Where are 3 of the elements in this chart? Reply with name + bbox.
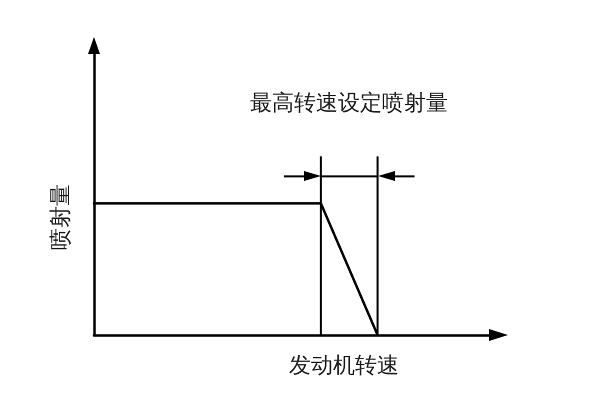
y-axis-title: 喷射量	[48, 184, 74, 250]
text: 最高转速设定喷射量	[250, 90, 448, 116]
x-axis-title: 发动机转速	[289, 354, 399, 378]
